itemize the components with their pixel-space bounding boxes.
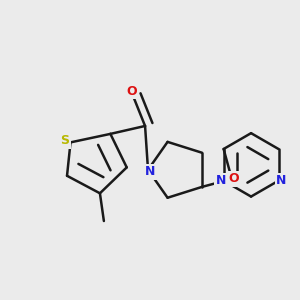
Text: N: N [276, 174, 287, 187]
Text: N: N [215, 174, 226, 187]
Text: O: O [126, 85, 136, 98]
Text: S: S [60, 134, 69, 147]
Text: O: O [229, 172, 239, 185]
Text: N: N [145, 165, 155, 178]
